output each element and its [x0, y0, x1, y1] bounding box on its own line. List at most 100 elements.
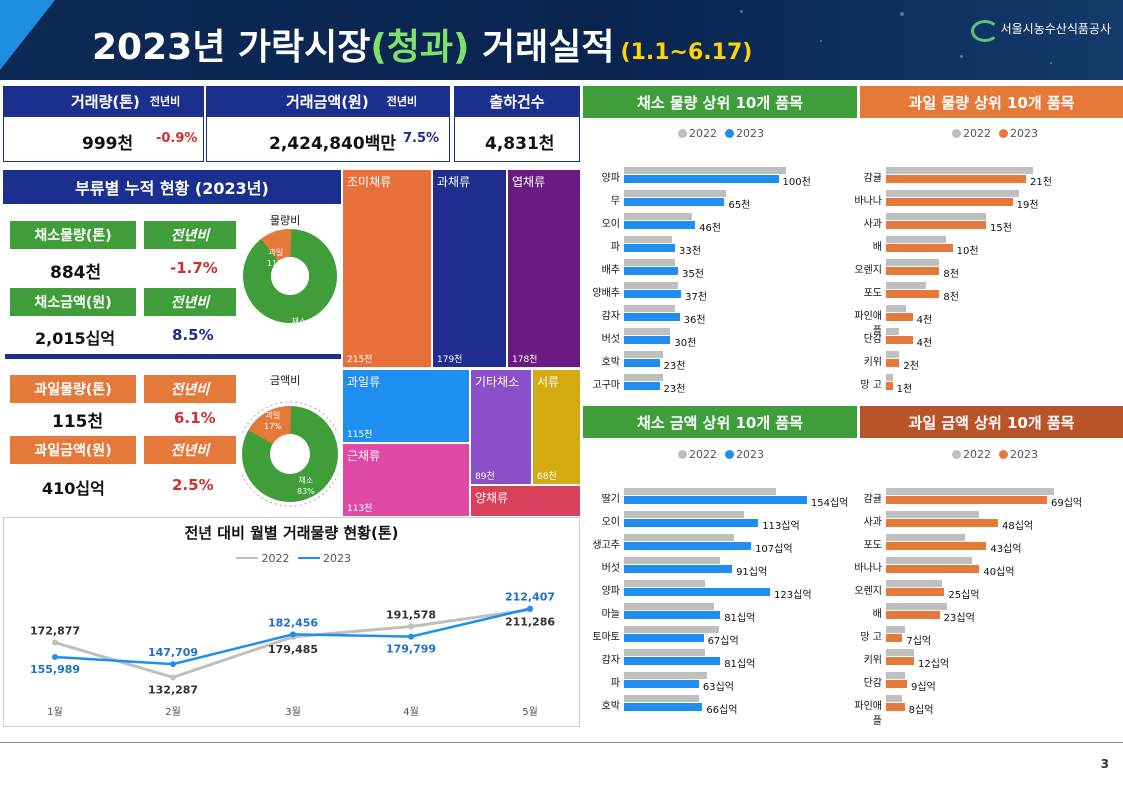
category-label: 감자: [601, 655, 620, 666]
fruit-amt-title: 과일 금액 상위 10개 품목: [860, 406, 1123, 438]
category-label: 배: [872, 609, 882, 620]
value-label: 67십억: [707, 636, 739, 647]
category-label: 감귤: [863, 494, 882, 505]
kpi-amount-box: 2,424,840백만 7.5%: [206, 116, 450, 162]
bar-2023: [886, 542, 987, 550]
category-label: 파인애플: [854, 701, 882, 727]
bar-2022: [624, 603, 715, 610]
bar-row: 파 63십억: [590, 670, 855, 693]
bar-2022: [624, 351, 663, 358]
category-label: 토마토: [592, 632, 620, 643]
value-label: 23천: [663, 361, 686, 372]
fruit-volume-yoy-label: 전년비: [144, 375, 236, 403]
bar-row: 키위 2천: [852, 349, 1117, 372]
bar-2022: [624, 488, 776, 495]
value-label: 8천: [943, 292, 959, 303]
category-label: 양파: [601, 173, 620, 184]
bar-2023: [624, 657, 721, 665]
org-logo-icon: [969, 18, 999, 42]
category-label: 양파: [601, 586, 620, 597]
header: 2023년 가락시장(청과) 거래실적 (1.1~6.17) 서울시농수산식품공사: [0, 0, 1123, 80]
header-accent: [0, 0, 55, 70]
data-point: [52, 639, 58, 646]
bar-row: 단감 4천: [852, 326, 1117, 349]
x-tick-label: 1월: [47, 706, 63, 718]
bar-2023: [624, 290, 682, 298]
donut2-title: 금액비: [270, 374, 301, 387]
value-label: 23천: [663, 384, 686, 395]
bar-2023: [624, 496, 807, 504]
fruit-amt-legend: 2022 2023: [952, 448, 1038, 461]
bar-row: 사과 48십억: [852, 509, 1117, 532]
category-label: 바나나: [854, 563, 882, 574]
amount-donut: [242, 401, 338, 507]
category-label: 배: [872, 242, 882, 253]
x-tick-label: 3월: [285, 706, 301, 718]
bar-row: 키위 12십억: [852, 647, 1117, 670]
kpi-shipments-header: 출하건수: [454, 86, 580, 116]
page-number: 3: [1100, 757, 1109, 771]
bar-2023: [886, 565, 980, 573]
bar-row: 버섯 30천: [590, 326, 855, 349]
kpi-shipments-box: 4,831천: [454, 116, 580, 162]
value-label: 25십억: [948, 590, 980, 601]
data-point: [170, 661, 176, 668]
bar-row: 오이 113십억: [590, 509, 855, 532]
bar-row: 오이 46천: [590, 211, 855, 234]
data-label: 179,799: [386, 643, 436, 656]
bar-row: 토마토 67십억: [590, 624, 855, 647]
data-point: [170, 674, 176, 681]
value-label: 35천: [682, 269, 705, 280]
page-title: 2023년 가락시장(청과) 거래실적 (1.1~6.17): [92, 27, 753, 68]
value-label: 1천: [896, 384, 913, 395]
bar-2022: [886, 328, 900, 335]
bar-row: 오렌지 25십억: [852, 578, 1117, 601]
category-label: 배추: [601, 265, 620, 276]
category-label: 키위: [863, 357, 882, 368]
fruit-vol-legend: 2022 2023: [952, 127, 1038, 140]
bar-2022: [624, 167, 787, 174]
treemap-cell: 서류 68천: [533, 370, 580, 484]
fruit-amount-value: 410십억: [42, 479, 105, 498]
bar-2022: [886, 190, 1020, 197]
bar-2023: [624, 611, 721, 619]
kpi-amount-value: 2,424,840백만: [269, 134, 396, 154]
bar-2023: [624, 359, 660, 367]
bar-row: 파인애플 8십억: [852, 693, 1117, 727]
veg-amount-value: 2,015십억: [35, 329, 116, 348]
bar-row: 양파 100천: [590, 165, 855, 188]
value-label: 123십억: [774, 590, 812, 601]
veg-amt-chart: 딸기 154십억 오이 113십억 생고추 107십억 버섯 91십억 양파 123십억 마늘 81십…: [590, 486, 855, 718]
bar-2022: [886, 626, 905, 633]
bar-row: 포도 43십억: [852, 532, 1117, 555]
category-title: 부류별 누적 현황 (2023년): [3, 170, 341, 204]
kpi-volume-box: 999천 -0.9%: [3, 116, 204, 162]
bar-row: 호박 66십억: [590, 693, 855, 716]
bar-row: 양배추 37천: [590, 280, 855, 303]
fruit-volume-yoy: 6.1%: [174, 409, 216, 427]
value-label: 8십억: [908, 705, 934, 716]
category-label: 포도: [863, 288, 882, 299]
bar-2023: [624, 198, 725, 206]
value-label: 37천: [685, 292, 708, 303]
veg-amt-legend: 2022 2023: [678, 448, 764, 461]
value-label: 63십억: [702, 682, 734, 693]
bar-row: 배추 35천: [590, 257, 855, 280]
value-label: 36천: [683, 315, 706, 326]
bar-2023: [886, 680, 907, 688]
bar-2022: [624, 190, 726, 197]
bar-2023: [624, 175, 779, 183]
line-chart-title: 전년 대비 월별 거래물량 현황(톤): [184, 524, 399, 542]
bar-row: 배 10천: [852, 234, 1117, 257]
category-label: 딸기: [601, 494, 620, 505]
bar-2022: [886, 167, 1033, 174]
bar-row: 양파 123십억: [590, 578, 855, 601]
fruit-volume-value: 115천: [52, 412, 104, 432]
value-label: 9십억: [911, 682, 936, 693]
bar-2022: [886, 603, 947, 610]
bar-2023: [886, 634, 903, 642]
veg-volume-yoy: -1.7%: [170, 259, 218, 277]
legend-2023: 2023: [297, 552, 351, 565]
value-label: 12십억: [918, 659, 950, 670]
value-label: 2천: [903, 361, 919, 372]
